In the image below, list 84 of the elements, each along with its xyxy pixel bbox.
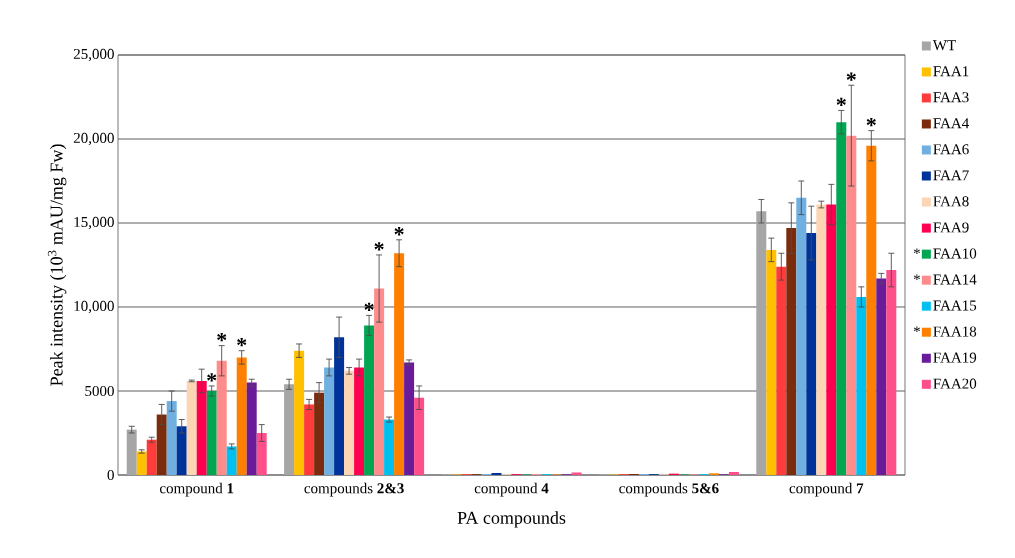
bar: [304, 404, 315, 475]
bar: [364, 325, 375, 475]
bar: [294, 350, 305, 475]
y-tick-label: 25,000: [73, 48, 114, 62]
bar: [284, 384, 295, 475]
legend-label: WT: [932, 40, 956, 51]
bar: [866, 145, 877, 475]
bar: [206, 391, 217, 475]
bar: [156, 414, 167, 475]
legend-label: FAA20: [933, 378, 977, 389]
bar: [384, 419, 395, 475]
bar: [571, 472, 582, 475]
bar: [806, 233, 817, 475]
bar: [344, 370, 355, 475]
bar: [334, 337, 345, 475]
text: *: [913, 248, 920, 254]
bar: [196, 380, 207, 475]
data-label: *: [374, 242, 384, 251]
data-label: *: [364, 302, 374, 311]
bar: [846, 135, 857, 475]
x-tick-label: compounds 2&3: [304, 482, 404, 497]
legend-label: FAA9: [933, 222, 969, 233]
bar: [756, 211, 767, 475]
data-label: *: [846, 72, 856, 81]
bar: [146, 439, 157, 475]
legend-label: FAA18: [933, 326, 977, 337]
legend-label: FAA4: [933, 118, 969, 129]
x-tick-label: compound 7: [789, 482, 864, 497]
bar: [876, 278, 887, 475]
y-axis-title: Peak intensity (10$^{3}$ mAU/mg Fw): [47, 144, 67, 386]
bar: [491, 472, 502, 475]
y-tick-label: 10,000: [74, 300, 114, 314]
bar: [728, 471, 739, 475]
legend-label: FAA8: [933, 196, 969, 207]
legend-label: FAA3: [933, 92, 969, 103]
text: *: [913, 326, 920, 333]
y-tick-label: 0: [107, 469, 114, 481]
x-tick-label: compounds 5&6: [619, 482, 719, 497]
data-label: *: [207, 373, 217, 382]
y-tick-label: 20,000: [73, 132, 114, 146]
bar: [226, 446, 237, 475]
bar: [126, 429, 137, 475]
legend-label: FAA6: [933, 144, 969, 155]
bar: [176, 426, 187, 475]
bar: [374, 288, 385, 475]
x-tick-label: compound 1: [159, 482, 234, 497]
bar: [404, 362, 415, 475]
bar: [766, 249, 777, 475]
bar: [246, 382, 257, 475]
legend-label: FAA7: [933, 170, 969, 181]
bar: [166, 401, 177, 475]
bar: [354, 367, 365, 475]
legend-label: FAA14: [933, 274, 977, 285]
data-label: *: [217, 332, 227, 342]
bar: [256, 433, 267, 475]
bar: [394, 253, 405, 475]
data-label: *: [237, 337, 247, 347]
bar: [324, 367, 335, 475]
bar: [856, 296, 867, 475]
x-tick-label: compound 4: [474, 482, 549, 497]
legend-label: FAA1: [933, 66, 969, 77]
data-label: *: [394, 227, 404, 236]
bar: [314, 392, 325, 475]
bar: [886, 270, 897, 475]
x-axis-title: PA compounds: [457, 511, 566, 528]
bar: [236, 357, 247, 475]
bar: [186, 380, 197, 475]
bar: [786, 228, 797, 475]
text: *: [913, 274, 920, 281]
data-label: *: [866, 117, 876, 127]
legend-label: FAA19: [933, 352, 977, 363]
y-tick-label: 15,000: [74, 216, 114, 230]
bar: [816, 204, 827, 475]
bar: [826, 204, 837, 475]
bar: [136, 451, 147, 475]
bar: [796, 197, 807, 475]
y-tick-label: 5000: [85, 385, 114, 397]
legend-label: FAA10: [933, 248, 977, 259]
bar: [414, 397, 425, 475]
data-label: *: [836, 97, 846, 107]
legend-label: FAA15: [933, 300, 977, 311]
bar: [216, 360, 227, 475]
bar: [776, 266, 787, 475]
bar: [836, 122, 847, 475]
